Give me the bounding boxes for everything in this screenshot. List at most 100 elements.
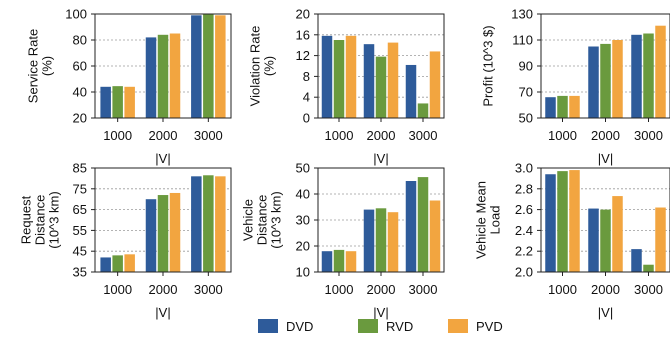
bar-dvd-2000 xyxy=(363,44,375,118)
y-tick-label: 8 xyxy=(303,69,310,84)
x-tick-label: 1000 xyxy=(548,128,577,143)
bar-dvd-3000 xyxy=(405,64,417,118)
y-tick-label: 30 xyxy=(296,213,310,228)
bar-rvd-3000 xyxy=(203,175,214,272)
legend-swatch-dvd xyxy=(258,319,278,333)
x-tick-label: 2000 xyxy=(367,282,396,297)
y-axis-label-line: (10^3 km) xyxy=(47,191,62,248)
y-tick-label: 85 xyxy=(73,161,87,176)
plot-frame xyxy=(317,167,445,273)
x-tick-label: 2000 xyxy=(591,282,620,297)
x-tick-label: 1000 xyxy=(103,282,132,297)
y-tick-label: 110 xyxy=(512,33,533,48)
chart-panel-4: 35 45 55 65 75 85 1000 2000 3000 |V| RequestDistan… xyxy=(19,161,232,320)
y-axis-label-line: Service Rate xyxy=(26,29,41,103)
y-tick-label: 50 xyxy=(296,161,310,176)
x-axis-label: |V| xyxy=(373,151,388,166)
bar-dvd-1000 xyxy=(321,251,333,272)
bar-pvd-2000 xyxy=(169,192,181,272)
bar-pvd-3000 xyxy=(215,176,226,272)
bar-rvd-2000 xyxy=(600,43,611,118)
y-tick-label: 75 xyxy=(73,181,87,196)
x-tick-label: 3000 xyxy=(194,282,223,297)
y-axis-label-line: (%) xyxy=(40,56,55,76)
y-tick-label: 65 xyxy=(73,202,87,217)
bar-pvd-1000 xyxy=(345,251,357,272)
bar-pvd-2000 xyxy=(612,196,623,272)
y-axis-label: Service Rate(%) xyxy=(26,29,55,103)
x-axis-label: |V| xyxy=(155,151,170,166)
legend-item-pvd: PVD xyxy=(448,317,503,335)
x-tick-label: 2000 xyxy=(591,128,620,143)
bar-pvd-3000 xyxy=(655,25,666,119)
bar-dvd-2000 xyxy=(588,46,599,118)
chart-legend: DVD RVD PVD xyxy=(258,317,558,335)
y-axis-label-line: Load xyxy=(488,206,503,235)
y-tick-label: 2.4 xyxy=(515,223,533,238)
y-axis-label-line: Vehicle Mean xyxy=(474,181,489,259)
bar-rvd-2000 xyxy=(157,195,169,272)
y-axis-label: Vehicle MeanLoad xyxy=(474,181,503,259)
bar-pvd-2000 xyxy=(169,33,181,118)
y-tick-label: 10 xyxy=(296,265,310,280)
x-axis-label: |V| xyxy=(598,305,613,320)
x-tick-label: 3000 xyxy=(409,128,438,143)
y-tick-label: 16 xyxy=(296,27,310,42)
y-axis-label-line: Vehicle xyxy=(241,199,256,241)
y-axis-label: RequestDistance(10^3 km) xyxy=(19,191,62,248)
x-tick-label: 3000 xyxy=(409,282,438,297)
bar-dvd-3000 xyxy=(405,181,417,272)
y-tick-label: 2.6 xyxy=(515,202,533,217)
y-tick-label: 2.8 xyxy=(515,181,533,196)
y-axis-label-line: Profit (10^3 $) xyxy=(481,25,496,106)
x-tick-label: 1000 xyxy=(325,282,354,297)
y-tick-label: 20 xyxy=(296,239,310,254)
y-tick-label: 100 xyxy=(65,7,87,22)
bar-rvd-1000 xyxy=(112,86,123,118)
y-tick-label: 50 xyxy=(519,111,533,126)
bar-rvd-1000 xyxy=(112,255,123,272)
bar-pvd-2000 xyxy=(387,212,399,272)
plot-frame xyxy=(540,13,670,119)
legend-item-dvd: DVD xyxy=(258,317,313,335)
bar-rvd-1000 xyxy=(333,249,345,272)
y-tick-label: 12 xyxy=(296,48,310,63)
x-axis-label: |V| xyxy=(155,305,170,320)
y-tick-label: 60 xyxy=(73,59,87,74)
chart-panel-5: 10 20 30 40 50 1000 2000 3000 |V| VehicleDistance… xyxy=(241,161,445,320)
legend-label-rvd: RVD xyxy=(386,318,414,334)
x-tick-label: 1000 xyxy=(103,128,132,143)
chart-panel-1: 20 40 60 80 100 1000 2000 3000 |V| Service Rate(%… xyxy=(26,7,232,166)
chart-panel-2: 0 4 8 12 16 20 1000 2000 3000 |V| Violation Rate(%… xyxy=(248,7,445,166)
bar-pvd-3000 xyxy=(429,200,441,272)
bar-rvd-3000 xyxy=(417,103,429,118)
bar-pvd-1000 xyxy=(124,254,135,272)
bar-pvd-1000 xyxy=(124,86,135,118)
bar-rvd-1000 xyxy=(333,40,345,118)
bar-rvd-2000 xyxy=(157,34,169,118)
y-tick-label: 55 xyxy=(73,223,87,238)
chart-panel-6: 2.0 2.2 2.4 2.6 2.8 3.0 1000 2000 3000 |V| Vehicle… xyxy=(474,161,670,320)
bar-dvd-3000 xyxy=(191,15,202,118)
bar-pvd-1000 xyxy=(569,95,580,118)
y-tick-label: 130 xyxy=(511,7,533,22)
x-tick-label: 3000 xyxy=(634,128,663,143)
legend-label-pvd: PVD xyxy=(476,318,503,334)
legend-item-rvd: RVD xyxy=(358,317,413,335)
plot-frame xyxy=(94,13,232,119)
bar-dvd-1000 xyxy=(545,97,556,118)
bar-rvd-3000 xyxy=(643,264,654,272)
y-axis-label-line: Violation Rate xyxy=(248,26,263,107)
bar-rvd-3000 xyxy=(643,33,654,118)
y-axis-label-line: Distance xyxy=(33,195,48,246)
y-tick-label: 35 xyxy=(73,265,87,280)
plot-frame xyxy=(540,167,670,273)
bar-dvd-1000 xyxy=(100,257,111,272)
bar-pvd-2000 xyxy=(612,40,623,118)
y-tick-label: 70 xyxy=(519,85,533,100)
legend-label-dvd: DVD xyxy=(286,318,314,334)
bar-rvd-1000 xyxy=(557,171,568,272)
bar-rvd-3000 xyxy=(417,177,429,272)
y-axis-label: Violation Rate(%) xyxy=(248,26,277,107)
